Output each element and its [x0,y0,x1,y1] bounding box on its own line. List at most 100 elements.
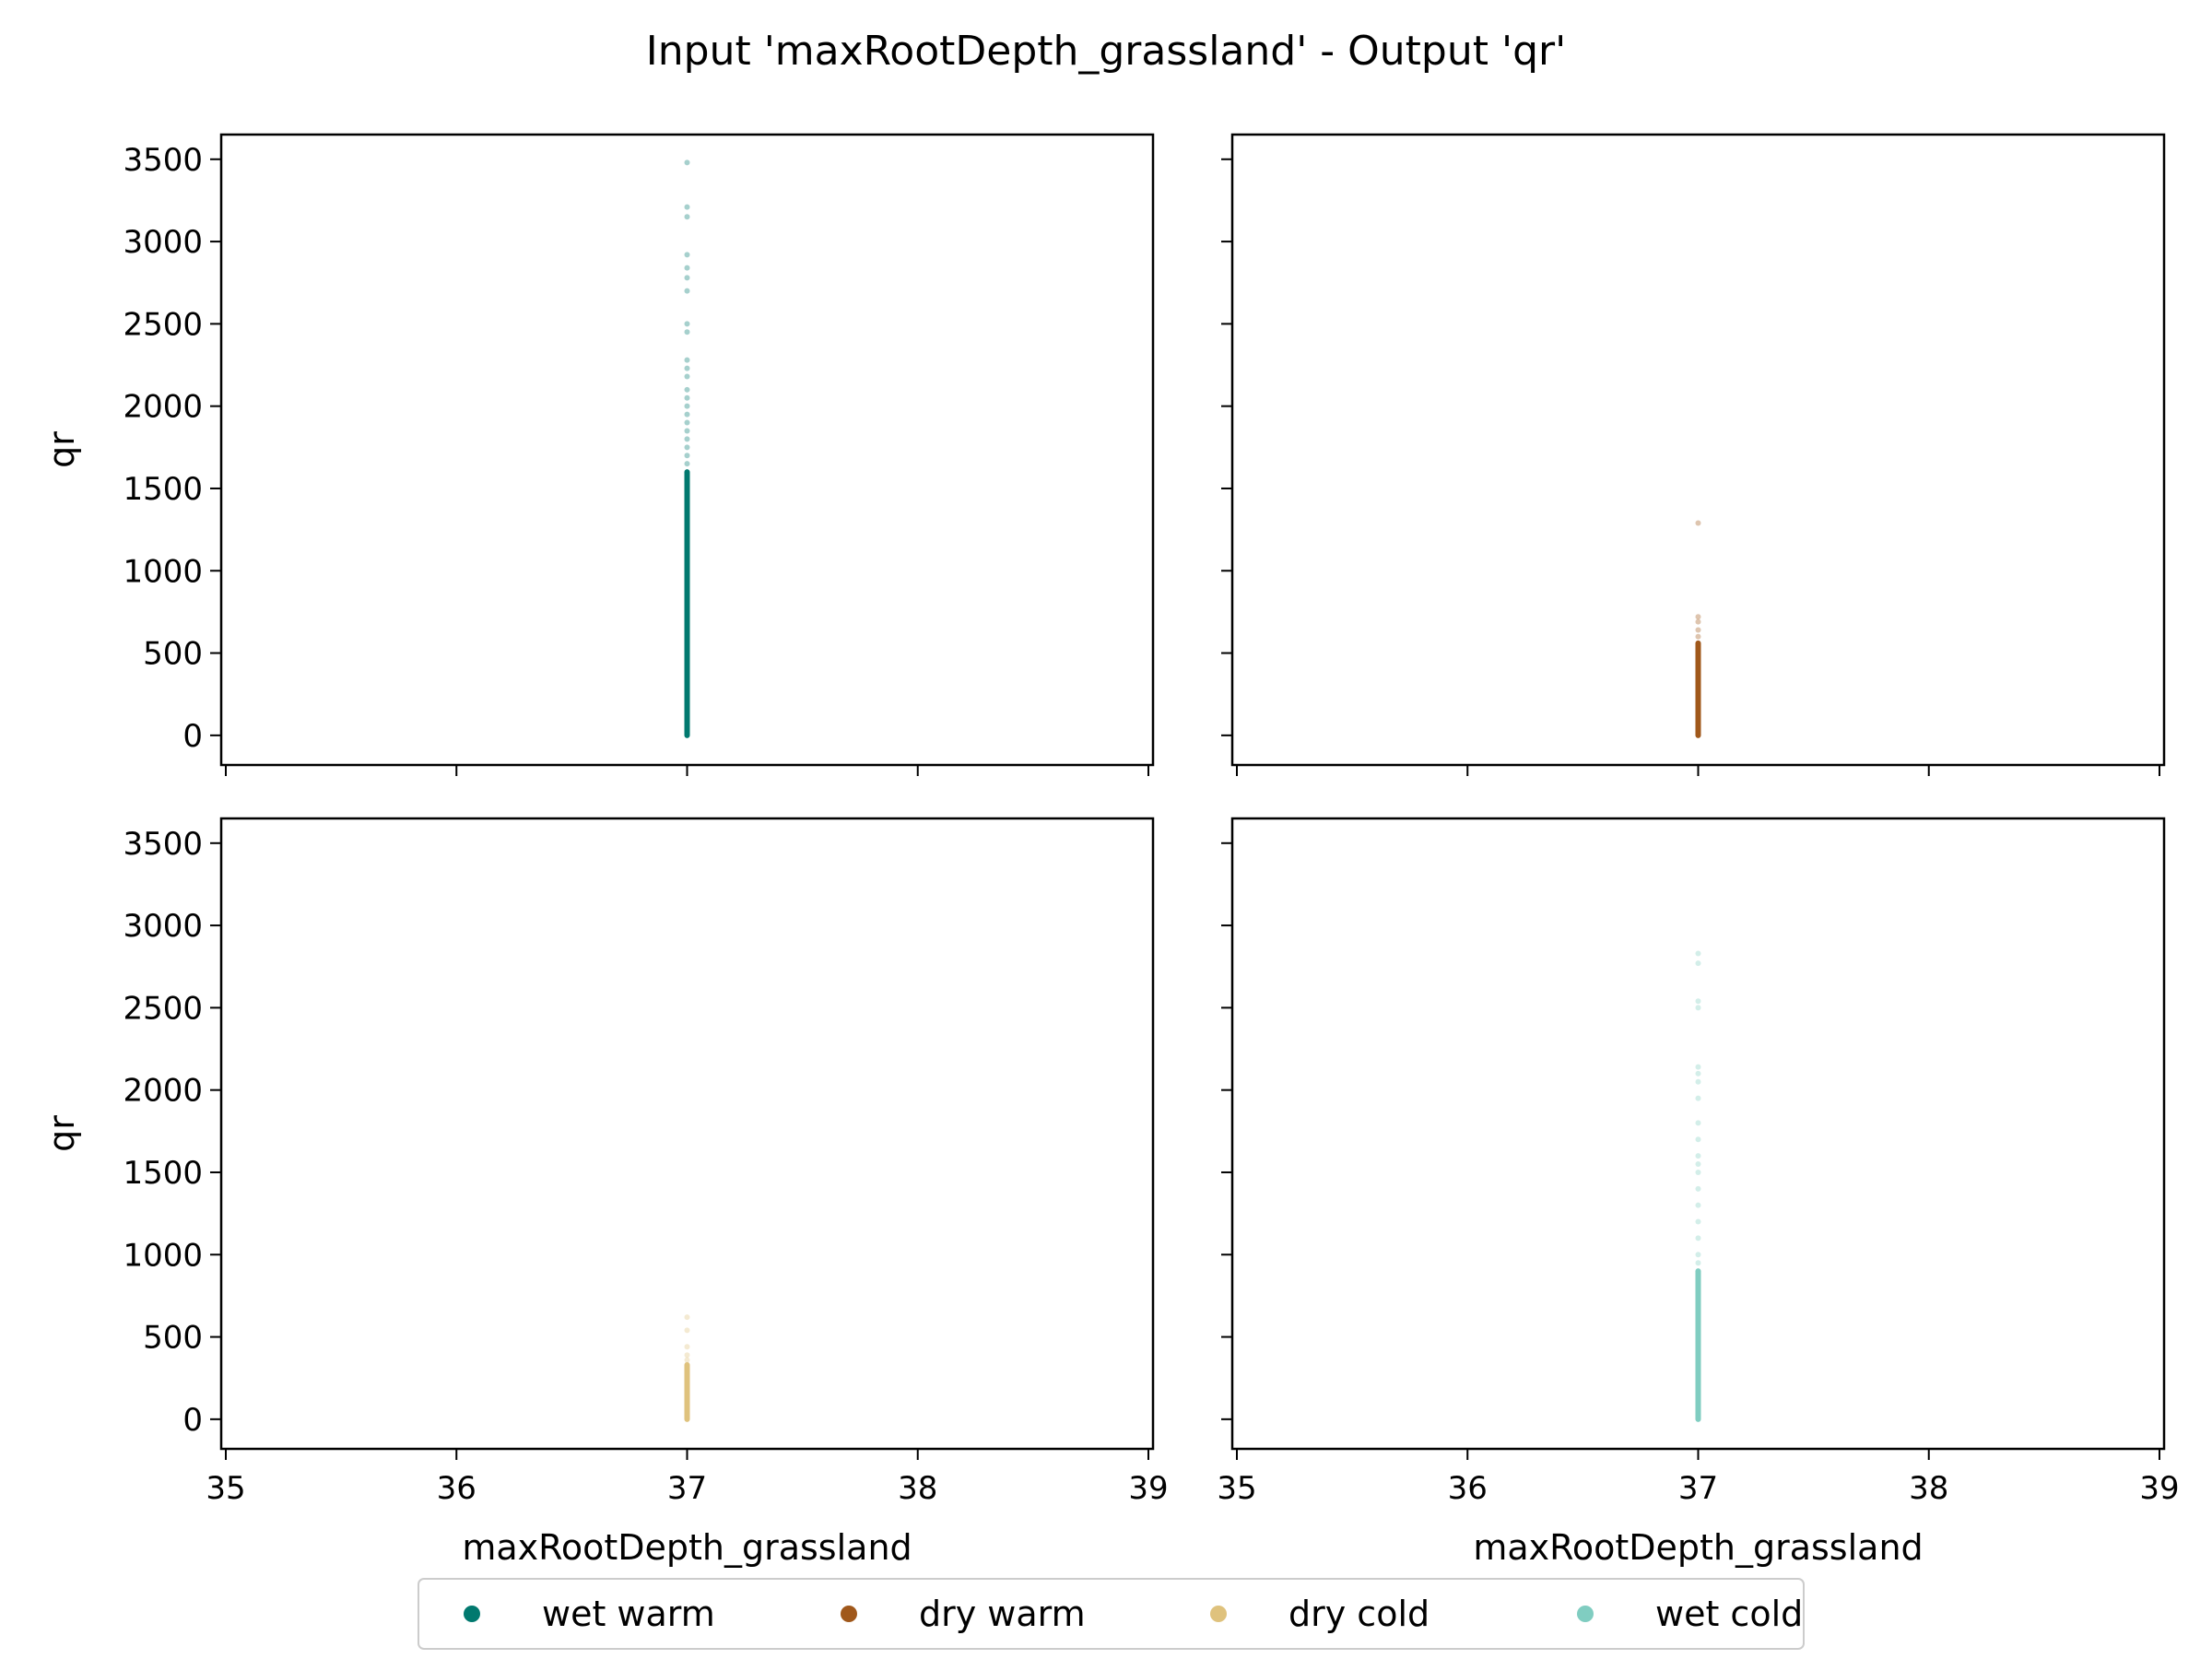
data-point [684,1352,690,1359]
legend: wet warm dry warm dry cold wet cold [418,1578,1805,1650]
subplot-grid: 0 500 1000 1500 2000 2500 3000 3500 qr 0 500 1000 15… [41,133,2180,1568]
y-tick-label: 3000 [123,908,203,945]
x-tick-label: 39 [2139,1470,2179,1507]
data-point [1695,1070,1701,1077]
legend-entry: wet warm [464,1594,715,1634]
y-tick-label: 3500 [123,142,203,179]
data-point [1695,1120,1701,1126]
data-point [1695,618,1701,625]
data-point [1695,1153,1701,1159]
data-point [1695,1095,1701,1101]
data-point [684,461,690,467]
data-point [1695,1064,1701,1070]
data-point [684,403,690,409]
y-tick-label: 0 [182,1402,203,1439]
x-tick-label: 38 [898,1470,937,1507]
y-tick-label: 1500 [123,471,203,508]
data-point [684,428,690,434]
legend-marker [1577,1606,1594,1622]
data-point [1695,1169,1701,1175]
data-point [684,288,690,294]
data-point [684,321,690,327]
data-point [1695,950,1701,957]
data-point [1695,1218,1701,1225]
data-point [684,453,690,459]
y-tick-label: 2500 [123,306,203,343]
data-point [1695,1202,1701,1208]
y-tick-label: 1000 [123,1237,203,1274]
legend-marker [1210,1606,1227,1622]
legend-marker [841,1606,857,1622]
x-tick-label: 36 [437,1470,477,1507]
data-point [684,386,690,393]
legend-marker [464,1606,480,1622]
data-point [684,394,690,401]
subplot-dry-warm [1221,133,2166,776]
data-point [1695,1136,1701,1143]
data-point [684,419,690,426]
subplot-wet-cold: 35 36 37 38 39 maxRootDepth_grassland [1217,817,2180,1568]
y-tick-label: 2000 [123,389,203,426]
data-point [684,275,690,281]
data-point [684,436,690,442]
data-point [1695,520,1701,526]
x-tick-label: 38 [1909,1470,1948,1507]
y-tick-label: 3500 [123,826,203,863]
legend-label: wet warm [542,1594,715,1634]
data-point [1695,1185,1701,1192]
data-point [1695,1260,1701,1266]
data-point [1695,614,1701,620]
data-point [1695,627,1701,633]
data-point [684,329,690,335]
data-point [1695,1005,1701,1011]
data-point [684,365,690,371]
legend-label: dry cold [1288,1594,1430,1634]
legend-entry: dry cold [1210,1594,1430,1634]
legend-frame [418,1578,1805,1650]
y-tick-label: 3000 [123,224,203,261]
data-point [1695,633,1701,640]
data-point [1695,1078,1701,1085]
y-tick-label: 500 [143,1320,203,1357]
scatter-points [684,1314,690,1422]
data-point [1695,1252,1701,1258]
legend-entry: wet cold [1577,1594,1803,1634]
y-tick-label: 0 [182,718,203,755]
data-point [684,159,690,166]
data-point [1695,1235,1701,1241]
scatter-points [1695,950,1701,1422]
y-tick-label: 1500 [123,1155,203,1192]
data-point [684,1327,690,1334]
y-tick-label: 2000 [123,1073,203,1110]
data-point [684,204,690,210]
x-tick-label: 37 [667,1470,707,1507]
legend-entry: dry warm [841,1594,1086,1634]
data-point [684,411,690,418]
data-point [684,252,690,258]
legend-label: dry warm [919,1594,1086,1634]
y-tick-label: 500 [143,636,203,673]
data-point [684,357,690,363]
y-axis-label: qr [41,431,82,468]
scatter-points [684,159,690,738]
data-point [1695,1161,1701,1168]
y-tick-label: 2500 [123,990,203,1027]
data-point [684,444,690,451]
y-axis-label: qr [41,1115,82,1152]
x-tick-label: 36 [1448,1470,1488,1507]
data-point [684,1357,690,1363]
x-tick-label: 35 [206,1470,245,1507]
data-point [1695,998,1701,1005]
data-point [1695,960,1701,967]
x-axis-label: maxRootDepth_grassland [1473,1527,1923,1568]
x-tick-label: 35 [1217,1470,1256,1507]
subplot-wet-warm: 0 500 1000 1500 2000 2500 3000 3500 qr [41,133,1155,776]
y-tick-label: 1000 [123,553,203,590]
data-point [684,1314,690,1321]
chart-title: Input 'maxRootDepth_grassland' - Output … [646,28,1566,75]
data-point [684,373,690,380]
x-tick-label: 37 [1678,1470,1718,1507]
x-tick-label: 39 [1128,1470,1168,1507]
data-point [684,214,690,220]
